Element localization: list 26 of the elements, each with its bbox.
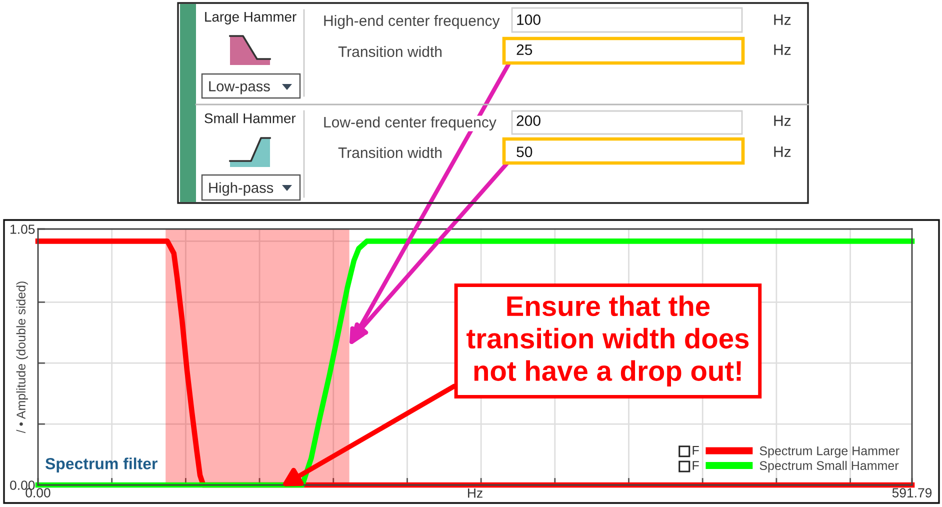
text: Small Hammer xyxy=(204,113,296,124)
text: Transition width xyxy=(338,46,442,58)
legend-label: Spectrum Large Hammer xyxy=(760,446,900,458)
y-axis-title: / • Amplitude (double sided) xyxy=(16,282,28,434)
text: Hz xyxy=(774,146,791,157)
annotation: Ensure that the transition width does not have a drop out! xyxy=(466,295,749,387)
text: Hz xyxy=(774,44,791,55)
text: Hz xyxy=(774,14,791,25)
annotation: Spectrum filter xyxy=(45,458,158,472)
text: Hz xyxy=(774,116,791,126)
text: 100 xyxy=(517,14,540,26)
text: Low-pass xyxy=(209,81,270,94)
text: High-end center frequency xyxy=(324,15,500,29)
x-axis-title: Hz xyxy=(468,488,482,498)
text: Transition width xyxy=(338,147,442,158)
text: Large Hammer xyxy=(205,12,296,24)
annotation: F xyxy=(692,446,699,455)
annotation: 25 xyxy=(516,44,532,56)
text: 200 xyxy=(516,115,540,126)
legend-label: Spectrum Small Hammer xyxy=(760,460,899,472)
y-tick-label: 1.05 xyxy=(10,224,35,234)
x-tick-label: 591.79 xyxy=(892,488,932,498)
text: High-pass xyxy=(209,182,274,196)
text: Low-end center frequency xyxy=(324,116,496,130)
annotation: 50 xyxy=(516,146,532,158)
annotation: F xyxy=(692,461,699,470)
